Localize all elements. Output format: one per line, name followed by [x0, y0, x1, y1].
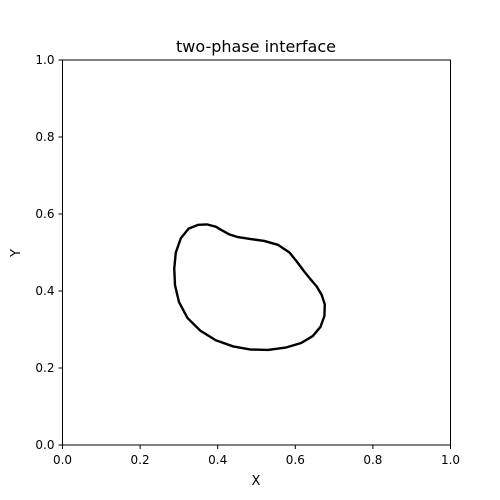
y-tick-label: 0.4 — [35, 284, 54, 298]
interface-curve — [173, 223, 326, 352]
plot-area — [62, 59, 451, 446]
x-axis: 0.0 0.2 0.4 0.6 0.8 1.0 — [53, 445, 460, 467]
x-tick-label: 0.0 — [53, 453, 72, 467]
chart-title: two-phase interface — [176, 37, 336, 56]
y-tick-label: 0.8 — [35, 130, 54, 144]
y-tick-label: 0.2 — [35, 361, 54, 375]
x-tick-label: 0.8 — [363, 453, 382, 467]
y-axis-label: Y — [9, 249, 24, 258]
x-tick-label: 0.2 — [131, 453, 150, 467]
y-tick-label: 0.0 — [35, 438, 54, 452]
y-tick-label: 1.0 — [35, 53, 54, 67]
x-axis-label: X — [252, 474, 261, 489]
y-axis: 0.0 0.2 0.4 0.6 0.8 1.0 — [35, 53, 63, 452]
y-tick-label: 0.6 — [35, 207, 54, 221]
x-tick-label: 1.0 — [441, 453, 460, 467]
x-tick-label: 0.6 — [286, 453, 305, 467]
x-tick-label: 0.4 — [208, 453, 227, 467]
